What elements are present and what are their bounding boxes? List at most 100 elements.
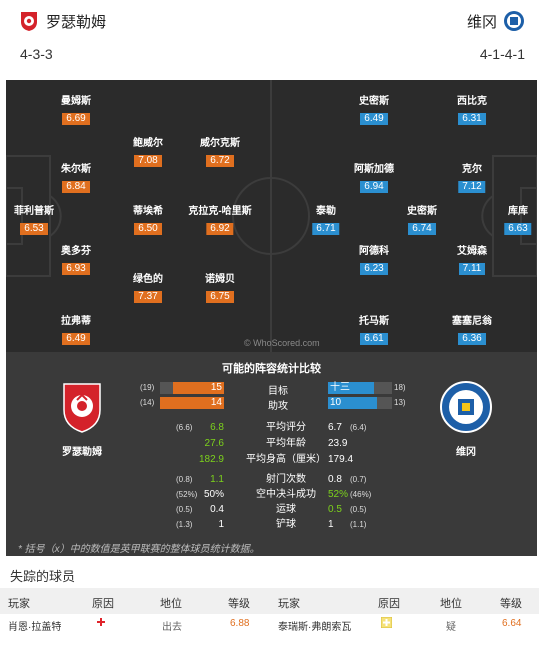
away-player[interactable]: 史密斯 6.49 xyxy=(359,96,389,126)
stat-label: 射门次数 xyxy=(266,474,306,485)
home-club[interactable]: 罗瑟勒姆 xyxy=(52,380,112,458)
away-club[interactable]: 维冈 xyxy=(436,380,496,458)
away-player[interactable]: 克尔 7.12 xyxy=(458,164,486,194)
away-value: 179.4 xyxy=(328,454,354,465)
home-club-name: 罗瑟勒姆 xyxy=(62,447,102,458)
player-name: 库库 xyxy=(508,206,528,217)
home-player[interactable]: 绿色的 7.37 xyxy=(133,274,163,304)
rotherham-crest-icon xyxy=(63,383,101,433)
away-player[interactable]: 库库 6.63 xyxy=(504,206,532,236)
home-player[interactable]: 诺姆贝 6.75 xyxy=(205,274,235,304)
away-player[interactable]: 托马斯 6.61 xyxy=(359,316,389,346)
col-reason-2: 原因 xyxy=(378,598,400,610)
away-value: 0.5 xyxy=(328,504,342,515)
home-player[interactable]: 菲利普斯 6.53 xyxy=(14,206,54,236)
away-player[interactable]: 艾姆森 7.11 xyxy=(457,246,487,276)
home-league-assists: (14) xyxy=(140,398,155,407)
player-name: 曼姆斯 xyxy=(61,96,91,107)
away-missing-player[interactable]: 泰瑞斯·弗朗索瓦 xyxy=(278,622,352,633)
lineup-stats-comparison: 可能的阵容统计比较 罗瑟勒姆 维冈 (19) 15 目标 十三 18) xyxy=(6,352,537,556)
home-player[interactable]: 威尔克斯 6.72 xyxy=(200,138,240,168)
away-player[interactable]: 泰勒 6.71 xyxy=(312,206,340,236)
assists-row: (14) 14 助攻 10 13) xyxy=(140,397,410,412)
player-name: 鲍威尔 xyxy=(133,138,163,149)
away-assists-value: 10 xyxy=(330,397,342,408)
home-player[interactable]: 蒂埃希 6.50 xyxy=(133,206,163,236)
home-assists-bar xyxy=(160,397,224,409)
away-goals-track: 十三 xyxy=(328,382,392,394)
stat-label: 空中决斗成功 xyxy=(256,489,316,500)
away-player[interactable]: 西比克 6.31 xyxy=(457,96,487,126)
home-assists-value: 14 xyxy=(210,397,222,408)
player-name: 奥多芬 xyxy=(61,246,91,257)
home-player[interactable]: 克拉克-哈里斯 6.92 xyxy=(188,206,252,236)
player-name: 诺姆贝 xyxy=(205,274,235,285)
home-team[interactable]: 罗瑟勒姆 xyxy=(18,10,106,32)
stat-row: 182.9 平均身高（厘米） 179.4 xyxy=(176,453,396,466)
stat-label: 平均年龄 xyxy=(266,438,306,449)
player-rating: 6.61 xyxy=(360,333,388,345)
stat-row: 27.6 平均年龄 23.9 xyxy=(176,437,396,450)
col-player: 玩家 xyxy=(8,598,30,610)
stat-row: (0.8) 1.1 射门次数 0.8 (0.7) xyxy=(176,473,396,486)
player-name: 托马斯 xyxy=(359,316,389,327)
home-player[interactable]: 奥多芬 6.93 xyxy=(61,246,91,276)
player-name: 阿斯加德 xyxy=(354,164,394,175)
home-assists-track: 14 xyxy=(160,397,224,409)
away-player[interactable]: 阿斯加德 6.94 xyxy=(354,164,394,194)
home-value: 1 xyxy=(218,519,224,530)
home-missing-rating: 6.88 xyxy=(230,618,250,629)
home-player[interactable]: 拉弗蒂 6.49 xyxy=(61,316,91,346)
player-name: 拉弗蒂 xyxy=(61,316,91,327)
missing-player-row: 肖恩·拉盖特 出去 6.88 泰瑞斯·弗朗索瓦 疑 6.64 xyxy=(0,614,539,634)
player-rating: 6.94 xyxy=(360,181,388,193)
footnote: * 括号（x）中的数值是英甲联赛的整体球员统计数据。 xyxy=(18,544,260,555)
away-missing-rating: 6.64 xyxy=(502,618,522,629)
home-league-value: (0.8) xyxy=(176,475,193,484)
home-player[interactable]: 曼姆斯 6.69 xyxy=(61,96,91,126)
away-team-name: 维冈 xyxy=(466,13,497,31)
away-goals-bar xyxy=(328,382,375,394)
col-reason: 原因 xyxy=(92,598,114,610)
away-value: 0.8 xyxy=(328,474,342,485)
home-team-name: 罗瑟勒姆 xyxy=(46,13,107,31)
away-value: 1 xyxy=(328,519,334,530)
away-league-value: (1.1) xyxy=(350,520,367,529)
player-rating: 6.23 xyxy=(360,263,388,275)
away-player[interactable]: 史密斯 6.74 xyxy=(407,206,437,236)
player-rating: 6.31 xyxy=(458,113,486,125)
pitch: 曼姆斯 6.69 朱尔斯 6.84 菲利普斯 6.53 奥多芬 6.93 拉弗蒂… xyxy=(6,80,537,352)
goals-label: 目标 xyxy=(268,386,288,397)
player-name: 阿德科 xyxy=(359,246,389,257)
away-player[interactable]: 阿德科 6.23 xyxy=(359,246,389,276)
away-team[interactable]: 维冈 xyxy=(467,10,525,32)
home-value: 6.8 xyxy=(210,422,224,433)
player-rating: 6.53 xyxy=(20,223,48,235)
home-league-value: (1.3) xyxy=(176,520,193,529)
col-rating: 等级 xyxy=(228,598,250,610)
away-assists-bar xyxy=(328,397,378,409)
player-rating: 6.50 xyxy=(134,223,162,235)
away-league-value: (0.5) xyxy=(350,505,367,514)
home-league-value: (6.6) xyxy=(176,423,193,432)
away-club-name: 维冈 xyxy=(456,447,476,458)
player-rating: 7.12 xyxy=(458,181,486,193)
player-rating: 6.92 xyxy=(206,223,234,235)
player-name: 朱尔斯 xyxy=(61,164,91,175)
home-player[interactable]: 鲍威尔 7.08 xyxy=(133,138,163,168)
player-rating: 6.72 xyxy=(206,155,234,167)
col-player-2: 玩家 xyxy=(278,598,300,610)
home-player[interactable]: 朱尔斯 6.84 xyxy=(61,164,91,194)
player-name: 史密斯 xyxy=(407,206,437,217)
player-name: 泰勒 xyxy=(316,206,336,217)
missing-players-title: 失踪的球员 xyxy=(10,569,76,584)
player-name: 克拉克-哈里斯 xyxy=(188,206,252,217)
col-status-2: 地位 xyxy=(440,598,462,610)
player-name: 西比克 xyxy=(457,96,487,107)
away-value: 52% xyxy=(328,489,349,500)
away-goals-value: 十三 xyxy=(330,382,350,393)
home-missing-player[interactable]: 肖恩·拉盖特 xyxy=(8,622,62,633)
away-value: 23.9 xyxy=(328,438,348,449)
away-player[interactable]: 塞塞尼翁 6.36 xyxy=(452,316,492,346)
home-value: 1.1 xyxy=(210,474,224,485)
